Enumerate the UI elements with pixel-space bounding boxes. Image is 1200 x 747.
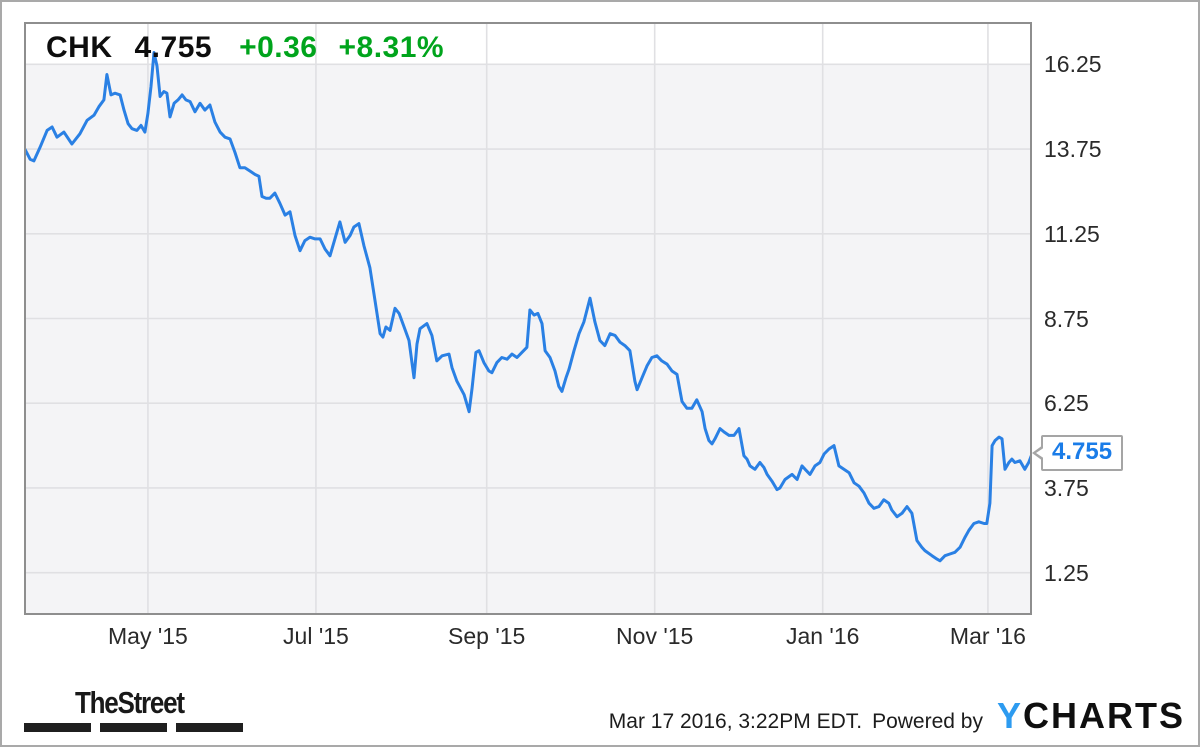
x-axis-label: Jul '15 <box>283 623 349 649</box>
y-axis-label: 16.25 <box>1044 51 1102 78</box>
y-axis-label: 3.75 <box>1044 474 1089 501</box>
thestreet-logo-bars <box>24 723 243 732</box>
ticker-symbol: CHK <box>46 31 113 64</box>
price-change-percent: +8.31% <box>338 31 445 64</box>
y-axis-label: 11.25 <box>1044 220 1100 247</box>
x-axis-label: Sep '15 <box>448 623 526 649</box>
quote-timestamp: Mar 17 2016, 3:22PM EDT. <box>608 710 863 733</box>
ycharts-logo-charts: CHARTS <box>1023 695 1185 736</box>
y-axis-label: 13.75 <box>1044 136 1102 163</box>
price-change: +0.36 <box>239 31 318 64</box>
footer-attribution: Mar 17 2016, 3:22PM EDT. Powered by YCHA… <box>609 695 1185 737</box>
logo-bar <box>100 723 167 732</box>
quote-price: 4.755 <box>134 31 213 64</box>
quote-header: CHK 4.755 +0.36 +8.31% <box>46 31 444 65</box>
ycharts-logo-y: Y <box>996 695 1023 736</box>
logo-bar <box>24 723 91 732</box>
price-chart <box>24 22 1032 615</box>
y-axis-label: 6.25 <box>1044 390 1089 417</box>
thestreet-logo: TheStreet <box>75 685 185 720</box>
ycharts-logo: YCHARTS <box>997 695 1185 737</box>
y-axis-label: 8.75 <box>1044 305 1089 332</box>
x-axis-label: May '15 <box>108 623 188 649</box>
x-axis-label: Mar '16 <box>949 623 1026 649</box>
y-axis-label: 1.25 <box>1044 559 1089 586</box>
powered-by-label: Powered by <box>872 710 983 733</box>
x-axis-label: Nov '15 <box>616 623 694 649</box>
last-price-value: 4.755 <box>1052 437 1113 465</box>
last-price-callout: 4.755 <box>1031 434 1124 472</box>
x-axis-label: Jan '16 <box>785 623 860 649</box>
logo-bar <box>176 723 243 732</box>
